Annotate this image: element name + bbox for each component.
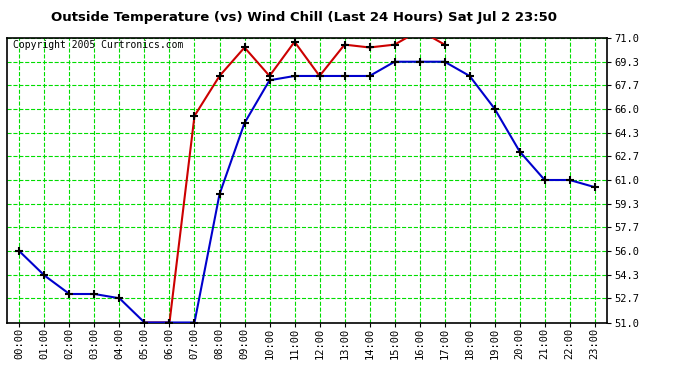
Text: Copyright 2005 Curtronics.com: Copyright 2005 Curtronics.com xyxy=(13,40,184,50)
Text: Outside Temperature (vs) Wind Chill (Last 24 Hours) Sat Jul 2 23:50: Outside Temperature (vs) Wind Chill (Las… xyxy=(50,11,557,24)
